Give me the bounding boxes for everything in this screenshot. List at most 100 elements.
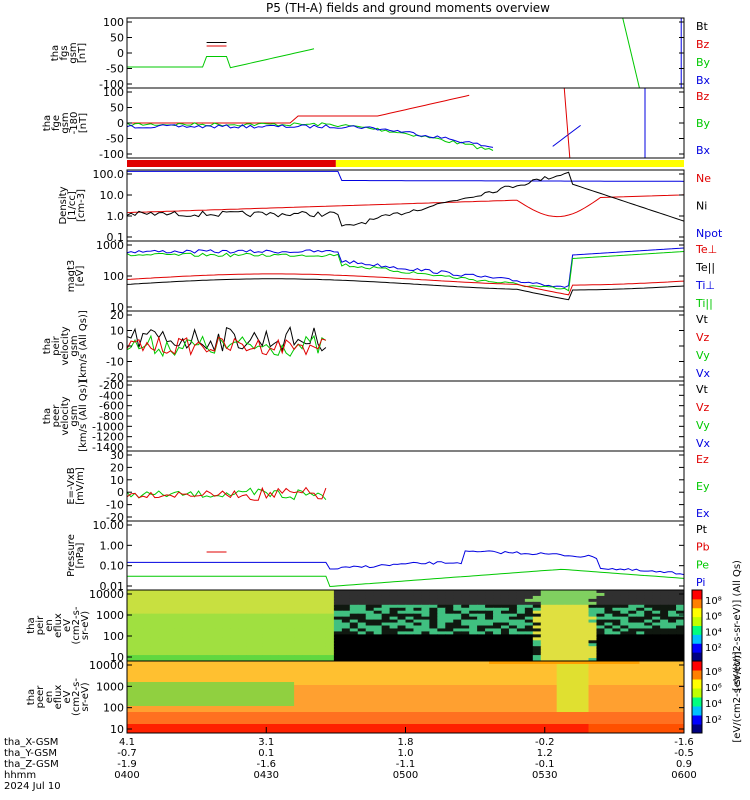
heatmap-cell (429, 700, 438, 704)
heatmap-cell (278, 661, 287, 665)
heatmap-cell (477, 652, 486, 656)
heatmap-cell (405, 598, 415, 603)
heatmap-cell (333, 604, 343, 609)
heatmap-cell (445, 664, 454, 668)
heatmap-cell (644, 727, 653, 731)
heatmap-cell (349, 718, 359, 722)
heatmap-cell (150, 625, 160, 630)
heatmap-cell (294, 652, 303, 656)
x-row-value: 0.9 (676, 759, 692, 770)
heatmap-cell (333, 598, 343, 603)
heatmap-cell (365, 685, 375, 689)
heatmap-cell (150, 610, 160, 615)
heatmap-cell (230, 610, 239, 615)
heatmap-cell (333, 640, 343, 644)
heatmap-cell (485, 625, 494, 630)
heatmap-cell (222, 634, 232, 638)
heatmap-cell (341, 637, 351, 641)
panel-frame (126, 17, 685, 89)
heatmap-cell (365, 601, 375, 606)
heatmap-cell (516, 724, 526, 728)
series-line (127, 170, 684, 182)
heatmap-cell (262, 595, 271, 600)
heatmap-cell (333, 664, 343, 668)
heatmap-cell (286, 685, 295, 689)
heatmap-cell (652, 598, 661, 603)
heatmap-cell (230, 634, 239, 638)
heatmap-cell (628, 718, 637, 722)
heatmap-cell (493, 595, 502, 600)
heatmap-cell (166, 685, 176, 689)
heatmap-cell (389, 601, 399, 606)
heatmap-cell (429, 598, 438, 603)
heatmap-cell (628, 706, 637, 710)
heatmap-cell (150, 601, 160, 606)
heatmap-cell (524, 658, 534, 661)
heatmap-cell (150, 664, 160, 668)
heatmap-cell (612, 721, 621, 725)
heatmap-cell (572, 637, 582, 641)
heatmap-cell (485, 691, 494, 695)
heatmap-cell (310, 670, 319, 674)
heatmap-cell (516, 655, 526, 659)
heatmap-cell (190, 604, 200, 609)
heatmap-cell (222, 643, 232, 647)
heatmap-cell (413, 697, 423, 701)
heatmap-cell (206, 646, 216, 650)
heatmap-cell (540, 724, 550, 728)
heatmap-cell (294, 613, 303, 618)
heatmap-cell (540, 679, 550, 683)
heatmap-cell (286, 688, 295, 692)
heatmap-cell (278, 721, 287, 725)
heatmap-cell (127, 649, 136, 653)
heatmap-cell (222, 706, 232, 710)
heatmap-cell (333, 718, 343, 722)
heatmap-cell (461, 676, 470, 680)
heatmap-cell (357, 631, 367, 635)
heatmap-cell (469, 673, 478, 677)
heatmap-cell (572, 730, 582, 733)
heatmap-cell (477, 613, 486, 618)
heatmap-cell (310, 700, 319, 704)
heatmap-cell (596, 590, 606, 594)
y-axis-label: [nT] (78, 113, 89, 133)
heatmap-cell (174, 628, 184, 633)
heatmap-cell (564, 679, 574, 683)
heatmap-cell (278, 718, 287, 722)
heatmap-cell (198, 688, 208, 692)
heatmap-cell (302, 676, 311, 680)
heatmap-cell (453, 715, 462, 719)
heatmap-cell (310, 679, 319, 683)
heatmap-cell (302, 631, 311, 635)
heatmap-cell (572, 724, 582, 728)
heatmap-cell (556, 607, 566, 612)
heatmap-cell (373, 706, 383, 710)
heatmap-cell (317, 631, 327, 635)
heatmap-cell (150, 685, 160, 689)
heatmap-cell (230, 706, 239, 710)
heatmap-cell (477, 646, 486, 650)
heatmap-cell (134, 700, 144, 704)
heatmap-cell (198, 634, 208, 638)
y-axis-label: gsm (68, 42, 79, 63)
heatmap-cell (652, 628, 661, 633)
heatmap-cell (246, 688, 255, 692)
heatmap-cell (270, 631, 279, 635)
heatmap-cell (166, 688, 176, 692)
heatmap-cell (580, 724, 590, 728)
heatmap-cell (453, 649, 462, 653)
heatmap-cell (365, 721, 375, 725)
heatmap-cell (604, 673, 613, 677)
heatmap-cell (516, 706, 526, 710)
heatmap-cell (349, 667, 359, 671)
heatmap-cell (405, 715, 415, 719)
heatmap-cell (134, 730, 144, 733)
heatmap-cell (445, 628, 454, 633)
heatmap-cell (493, 634, 502, 638)
heatmap-cell (580, 652, 590, 656)
heatmap-cell (174, 730, 184, 733)
heatmap-cell (508, 697, 518, 701)
y-tick-label: -1000 (92, 420, 124, 433)
heatmap-cell (477, 616, 486, 621)
